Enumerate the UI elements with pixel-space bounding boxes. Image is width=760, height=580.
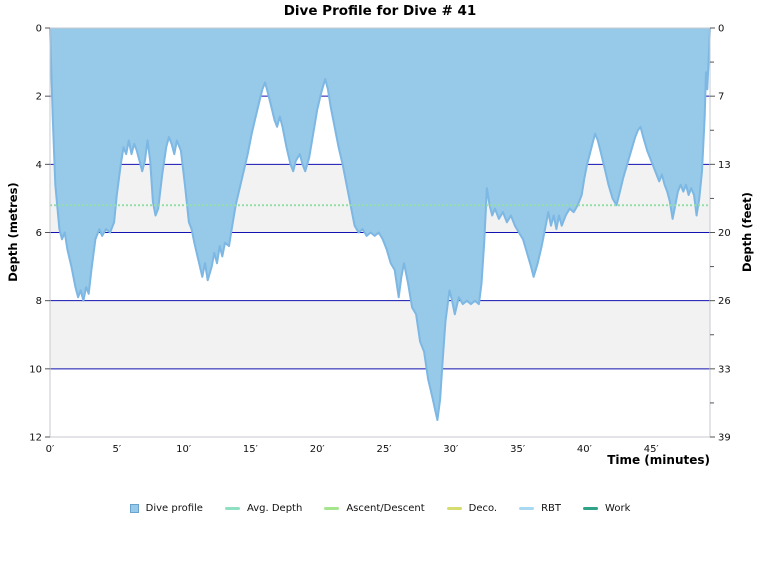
x-tick-label: 5′ [112,444,121,455]
legend: Dive profile Avg. Depth Ascent/Descent Deco… [0,503,760,514]
legend-swatch-line [446,507,462,510]
x-tick-label: 40′ [577,444,593,455]
y-tick-label-metres: 0 [36,24,42,35]
y-tick-label-metres: 6 [36,228,42,239]
legend-swatch-area [129,504,139,513]
y-tick-label-feet: 13 [718,160,731,171]
legend-item: Dive profile [129,503,203,514]
legend-item: Ascent/Descent [324,503,425,514]
y-tick-label-feet: 33 [718,364,731,375]
legend-swatch-line [324,507,340,510]
x-tick-label: 10′ [176,444,192,455]
legend-label: Dive profile [145,503,203,514]
depth-band [50,300,710,369]
legend-swatch-line [224,507,240,510]
y-tick-label-metres: 8 [36,296,42,307]
y-tick-label-metres: 12 [29,433,42,444]
y-tick-label-feet: 7 [718,92,724,103]
y-tick-label-metres: 4 [36,160,42,171]
legend-item: RBT [519,503,561,514]
chart-title: Dive Profile for Dive # 41 [283,3,477,19]
chart-plot-area[interactable]: 0 2 4 6 8 10 12 0 7 13 20 26 33 39 0′ 5′ 10′ 15′ 20′ 25′ 30′… [0,0,760,495]
x-tick-label: 25′ [377,444,393,455]
y-tick-label-feet: 20 [718,228,731,239]
legend-label: Avg. Depth [246,503,303,514]
dive-profile-area [50,28,710,420]
legend-item: Deco. [446,503,498,514]
legend-item: Work [583,503,630,514]
legend-label: Ascent/Descent [346,503,425,514]
legend-swatch-line [519,507,535,510]
legend-label: Deco. [468,503,498,514]
legend-label: RBT [541,503,562,514]
legend-swatch-line [583,507,599,510]
dive-profile-line [49,27,711,421]
x-tick-label: 15′ [243,444,259,455]
y-tick-label-feet: 26 [718,296,731,307]
y-tick-label-metres: 10 [29,364,42,375]
x-tick-label: 30′ [443,444,459,455]
y-tick-label-metres: 2 [36,92,42,103]
x-tick-label: 0′ [46,444,55,455]
x-tick-label: 20′ [310,444,326,455]
x-tick-label: 35′ [510,444,526,455]
legend-item: Avg. Depth [224,503,303,514]
x-tick-label: 45′ [644,444,660,455]
x-axis-label: Time (minutes) [607,453,710,467]
y-tick-label-feet: 39 [718,433,731,444]
legend-label: Work [605,503,631,514]
y-tick-label-feet: 0 [718,24,724,35]
